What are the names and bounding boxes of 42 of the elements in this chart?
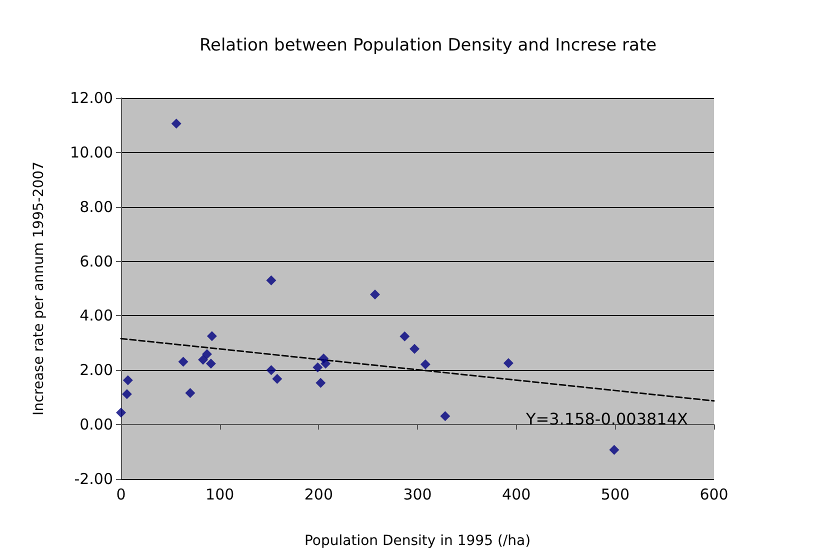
point [206, 331, 217, 342]
point [171, 118, 182, 129]
y-tick-label: 10.00 [70, 143, 113, 162]
point [202, 349, 212, 360]
point [400, 331, 410, 342]
x-tick-label: 200 [304, 486, 333, 504]
x-tick-label: 0 [116, 486, 126, 504]
x-tick-label: 400 [502, 486, 531, 504]
point [440, 411, 450, 422]
y-tick-label: -2.00 [74, 470, 113, 488]
annotation: Y=3.158-0.003814X [524, 410, 688, 428]
y-tick-label: 6.00 [80, 252, 113, 270]
point [178, 356, 188, 367]
x-tick-label: 600 [700, 486, 728, 504]
point [420, 359, 430, 370]
y-tick-label: 2.00 [80, 361, 113, 380]
point [266, 275, 276, 286]
point [206, 358, 216, 369]
point [312, 362, 323, 372]
chart-title: Relation between Population Density and Increse rate [199, 36, 657, 56]
x-tick-label: 500 [600, 486, 630, 504]
point [266, 365, 276, 376]
y-tick-label: 4.00 [80, 306, 113, 325]
x-tick-label: 100 [206, 486, 234, 504]
point [198, 354, 208, 365]
point [122, 375, 133, 386]
x-axis-title: Population Density in 1995 (/ha) [304, 533, 531, 549]
point [609, 444, 620, 455]
point [370, 289, 380, 300]
y-tick-label: 0.00 [80, 416, 113, 434]
y-tick-label: 8.00 [80, 198, 113, 216]
point [503, 358, 514, 368]
point [272, 374, 282, 384]
point [122, 389, 132, 400]
point [316, 378, 326, 388]
y-tick-label: 12.00 [70, 89, 113, 107]
point [320, 358, 331, 369]
point [185, 388, 196, 398]
point [410, 344, 420, 354]
y-axis-title: Increase rate per annum 1995-2007 [31, 162, 47, 416]
x-tick-label: 300 [403, 486, 432, 504]
point [116, 408, 126, 418]
